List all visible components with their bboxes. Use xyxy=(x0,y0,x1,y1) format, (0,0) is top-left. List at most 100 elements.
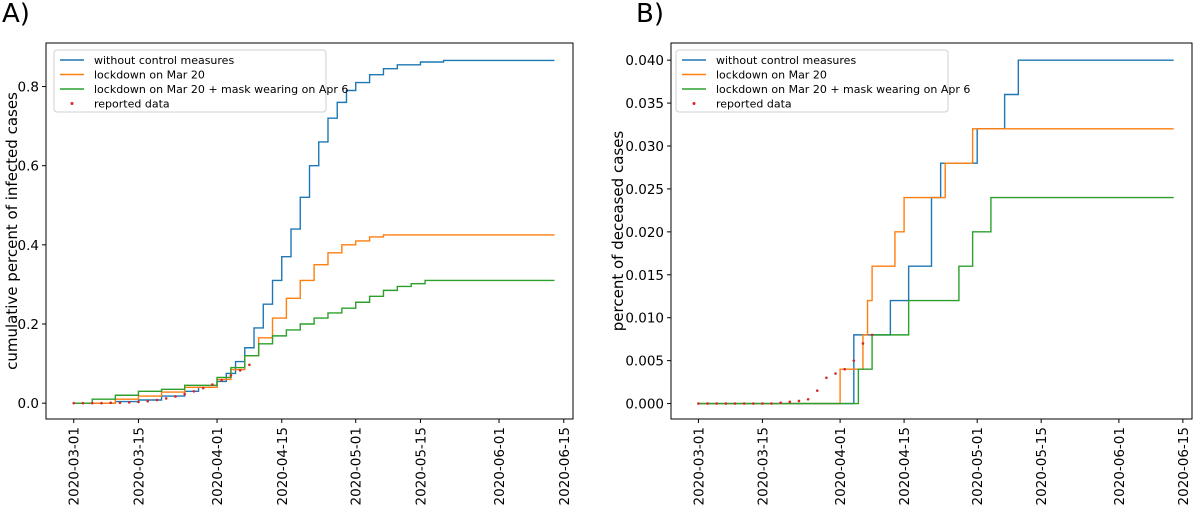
panel-a-plot xyxy=(72,59,555,405)
legend-swatch-dot xyxy=(692,102,696,105)
reported-data-point xyxy=(697,402,700,405)
y-tick-label: 0.8 xyxy=(18,80,39,96)
y-tick-label: 0.020 xyxy=(625,225,664,241)
series-line-2 xyxy=(73,279,555,404)
y-tick-label: 0.0 xyxy=(18,396,39,412)
reported-data-point xyxy=(211,383,214,386)
x-tick-label: 2020-06-01 xyxy=(1112,427,1128,505)
panel-b-plot xyxy=(697,59,1174,405)
reported-data-point xyxy=(861,342,865,345)
reported-data-point xyxy=(815,389,819,392)
series-line-2 xyxy=(698,196,1174,405)
legend-label: without control measures xyxy=(716,54,856,67)
x-tick-label: 2020-06-01 xyxy=(492,427,508,505)
x-tick-label: 2020-04-15 xyxy=(897,427,913,505)
reported-data-point xyxy=(715,402,718,405)
x-tick-label: 2020-06-15 xyxy=(1176,427,1192,505)
x-tick-label: 2020-04-01 xyxy=(833,427,849,505)
y-tick-label: 0.2 xyxy=(18,317,39,333)
legend-box xyxy=(675,49,949,113)
reported-data-point xyxy=(779,401,782,404)
y-tick-label: 0.4 xyxy=(18,238,39,254)
panel-b-x-ticks: 2020-03-01 2020-03-15 2020-04-01 2020-04-15… xyxy=(691,419,1192,505)
y-tick-label: 0.015 xyxy=(625,268,664,284)
reported-data-point xyxy=(825,376,828,380)
legend-swatch-dot xyxy=(70,102,74,105)
panel-a-legend: without control measures lockdown on Mar … xyxy=(53,49,348,113)
x-tick-label: 2020-06-15 xyxy=(557,427,573,505)
reported-data-point xyxy=(100,401,103,405)
reported-data-point xyxy=(706,402,709,405)
panel-a-axes-frame xyxy=(45,42,574,420)
reported-data-point xyxy=(118,401,122,405)
x-tick-label: 2020-03-01 xyxy=(67,427,83,505)
panel-a-label: A) xyxy=(2,0,30,29)
reported-data-point xyxy=(770,402,773,405)
panel-b-axes-frame xyxy=(670,42,1193,420)
reported-data-point xyxy=(109,401,113,405)
reported-data-point xyxy=(742,402,746,405)
legend-label: lockdown on Mar 20 + mask wearing on Apr… xyxy=(716,83,970,96)
reported-data-point xyxy=(248,363,251,367)
reported-data-point xyxy=(797,399,801,403)
reported-data-point xyxy=(852,359,856,362)
x-tick-label: 2020-04-01 xyxy=(210,427,226,505)
y-tick-label: 0.040 xyxy=(625,53,664,69)
reported-data-point xyxy=(127,401,131,404)
panel-a: A) cumulative percent of infected cases … xyxy=(2,0,574,505)
series-line-0 xyxy=(73,59,555,404)
reported-data-point xyxy=(201,386,205,390)
panel-b-legend: without control measures lockdown on Mar … xyxy=(675,49,970,113)
reported-data-point xyxy=(238,369,242,372)
reported-data-point xyxy=(733,402,737,405)
series-line-1 xyxy=(698,128,1174,405)
reported-data-point xyxy=(81,401,85,405)
x-tick-label: 2020-05-15 xyxy=(1034,427,1050,505)
legend-label: without control measures xyxy=(94,54,234,67)
reported-data-point xyxy=(724,402,728,405)
reported-data-point xyxy=(834,372,837,375)
panel-a-x-ticks: 2020-03-01 2020-03-15 2020-04-01 2020-04-15… xyxy=(67,419,573,505)
y-tick-label: 0.6 xyxy=(18,159,39,175)
reported-data-point xyxy=(788,400,792,404)
reported-data-point xyxy=(229,374,233,377)
x-tick-label: 2020-03-15 xyxy=(755,427,771,505)
legend-label: lockdown on Mar 20 xyxy=(94,69,205,82)
reported-data-point xyxy=(137,400,140,404)
reported-data-point xyxy=(183,392,186,396)
legend-label: lockdown on Mar 20 + mask wearing on Apr… xyxy=(94,83,348,96)
series-line-1 xyxy=(73,234,555,404)
panel-a-y-ticks: 0.0 0.2 0.4 0.6 0.8 xyxy=(18,80,46,412)
y-tick-label: 0.005 xyxy=(625,354,664,370)
reported-data-point xyxy=(220,378,223,382)
panel-a-ylabel: cumulative percent of infected cases xyxy=(3,92,21,370)
panel-b-y-ticks: 0.000 0.005 0.010 0.015 0.020 0.025 0.030 0.035… xyxy=(625,53,671,413)
reported-data-point xyxy=(870,333,874,337)
reported-data-point xyxy=(146,399,149,403)
x-tick-label: 2020-05-15 xyxy=(413,427,429,505)
reported-data-point xyxy=(751,402,755,405)
x-tick-label: 2020-05-01 xyxy=(349,427,365,505)
legend-label: lockdown on Mar 20 xyxy=(716,69,827,82)
panel-b-ylabel: percent of deceased cases xyxy=(609,131,627,332)
y-tick-label: 0.000 xyxy=(625,397,664,413)
legend-label: reported data xyxy=(716,98,792,111)
y-tick-label: 0.035 xyxy=(625,96,664,112)
reported-data-point xyxy=(164,397,168,400)
reported-data-point xyxy=(155,398,159,402)
reported-data-point xyxy=(192,389,196,393)
reported-data-point xyxy=(72,401,76,405)
y-tick-label: 0.030 xyxy=(625,139,664,155)
legend-label: reported data xyxy=(94,98,170,111)
reported-data-point xyxy=(174,395,177,398)
reported-data-point xyxy=(761,402,764,405)
reported-data-point xyxy=(843,367,846,371)
panel-b-label: B) xyxy=(636,0,664,29)
x-tick-label: 2020-03-01 xyxy=(691,427,707,505)
y-tick-label: 0.025 xyxy=(625,182,664,198)
x-tick-label: 2020-04-15 xyxy=(275,427,291,505)
reported-data-point xyxy=(90,401,94,405)
x-tick-label: 2020-03-15 xyxy=(131,427,147,505)
y-tick-label: 0.010 xyxy=(625,311,664,327)
